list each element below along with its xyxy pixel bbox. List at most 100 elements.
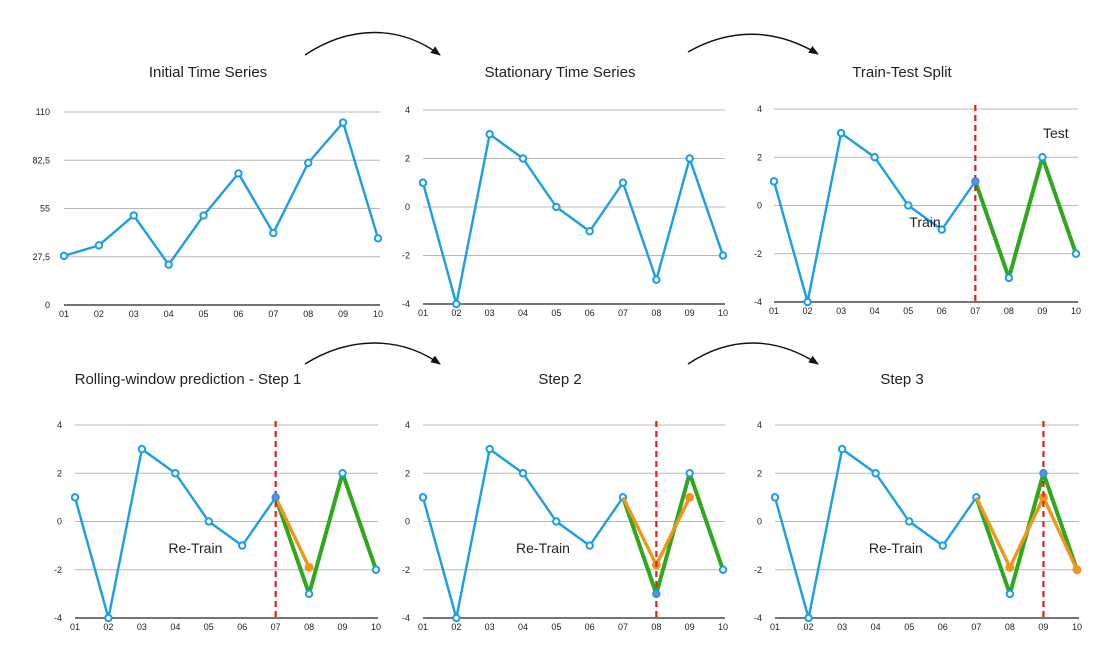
series-point — [1038, 153, 1047, 162]
y-tick-label: -4 — [754, 297, 762, 307]
x-tick-label: 06 — [237, 622, 247, 632]
series-point — [452, 299, 461, 309]
x-tick-label: 01 — [418, 308, 428, 318]
x-tick-label: 02 — [103, 622, 113, 632]
x-tick-label: 01 — [70, 622, 80, 632]
series-point — [234, 169, 243, 178]
split-point — [1039, 469, 1048, 478]
x-tick-label: 09 — [685, 622, 695, 632]
x-tick-label: 10 — [718, 622, 728, 632]
series-point — [371, 565, 381, 574]
chart-panel-1: Initial Time Series 0 27,5 55 82,5 110 01 02 03 0… — [32, 64, 383, 319]
x-tick-label: 10 — [373, 309, 383, 319]
series-point — [685, 154, 694, 163]
series-point — [518, 469, 528, 478]
prediction-point — [1038, 492, 1048, 502]
series-point — [552, 517, 561, 526]
series-point — [718, 565, 728, 574]
flow-arrow — [687, 33, 819, 55]
test-segment-line — [273, 471, 378, 596]
x-tick-label: 08 — [1004, 306, 1014, 316]
x-tick-label: 04 — [518, 308, 528, 318]
x-tick-label: 04 — [164, 309, 174, 319]
x-tick-label: 04 — [170, 622, 180, 632]
series-line — [73, 447, 378, 620]
y-tick-label: 4 — [757, 420, 762, 430]
series-point — [418, 178, 428, 187]
prediction-line — [274, 496, 311, 569]
series-point — [171, 469, 180, 478]
series-point — [204, 517, 213, 526]
y-tick-label: -2 — [402, 565, 410, 575]
x-tick-label: 10 — [718, 308, 728, 318]
y-tick-label: -2 — [754, 565, 762, 575]
series-point — [770, 493, 780, 502]
x-tick-label: 07 — [271, 622, 281, 632]
series-line — [63, 121, 380, 266]
series-point — [304, 589, 314, 599]
x-tick-label: 03 — [137, 622, 147, 632]
x-tick-label: 02 — [804, 622, 814, 632]
annotation-label: Re-Train — [168, 540, 222, 556]
y-tick-label: -2 — [54, 565, 62, 575]
x-tick-label: 07 — [970, 306, 980, 316]
series-point — [685, 469, 694, 478]
series-point — [70, 493, 80, 502]
series-point — [94, 241, 104, 250]
x-tick-label: 09 — [1038, 622, 1048, 632]
series-point — [1005, 589, 1015, 599]
y-tick-label: 0 — [405, 202, 410, 212]
panel-title: Step 2 — [538, 371, 581, 388]
series-point — [652, 275, 661, 284]
series-point — [373, 234, 383, 243]
series-point — [418, 493, 428, 502]
y-tick-label: 4 — [405, 105, 410, 115]
x-tick-label: 08 — [651, 622, 661, 632]
series-point — [552, 202, 561, 212]
series-point — [238, 541, 247, 550]
x-tick-label: 03 — [129, 309, 139, 319]
x-tick-label: 09 — [338, 309, 348, 319]
series-point — [937, 225, 946, 234]
annotation-label: Re-Train — [516, 540, 570, 556]
series-point — [485, 130, 494, 139]
series-point — [1071, 249, 1081, 258]
split-point — [652, 589, 661, 598]
y-tick-label: 82,5 — [32, 155, 50, 165]
series-line — [421, 133, 725, 306]
series-point — [485, 444, 494, 454]
series-point — [104, 613, 113, 623]
series-point — [618, 178, 628, 187]
x-tick-label: 06 — [233, 309, 243, 319]
series-point — [803, 297, 812, 307]
series-point — [871, 469, 880, 478]
series-point — [870, 153, 879, 162]
series-point — [804, 613, 813, 623]
x-tick-label: 02 — [803, 306, 813, 316]
x-tick-label: 05 — [903, 306, 913, 316]
series-point — [938, 541, 947, 550]
chart-panel-4: Rolling-window prediction - Step 1-4-202… — [54, 371, 381, 632]
y-tick-label: -4 — [54, 613, 62, 623]
series-point — [129, 211, 138, 220]
y-tick-label: 2 — [757, 152, 762, 162]
x-tick-label: 03 — [837, 622, 847, 632]
series-point — [452, 613, 461, 623]
x-tick-label: 05 — [204, 622, 214, 632]
split-point — [271, 493, 280, 502]
y-tick-label: 0 — [405, 517, 410, 527]
series-point — [137, 444, 147, 454]
annotation-label: Train — [909, 214, 940, 230]
series-point — [1004, 273, 1014, 283]
x-tick-label: 06 — [938, 622, 948, 632]
series-point — [904, 201, 913, 210]
series-point — [164, 260, 173, 269]
x-tick-label: 01 — [59, 309, 69, 319]
x-tick-label: 06 — [585, 622, 595, 632]
x-tick-label: 03 — [836, 306, 846, 316]
flow-arrows — [304, 31, 819, 365]
